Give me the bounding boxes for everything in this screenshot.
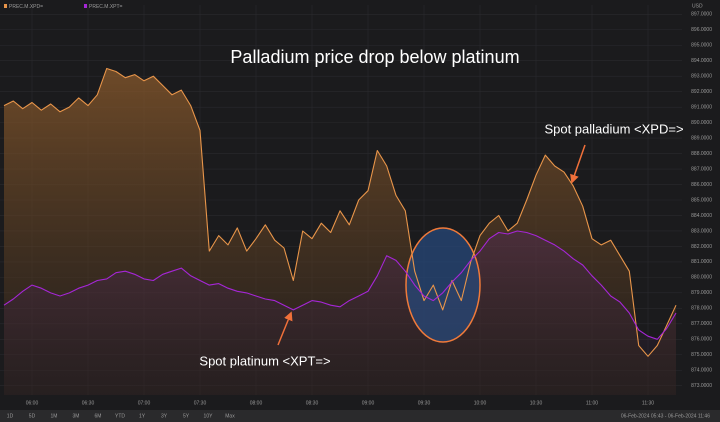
range-button[interactable]: 1D: [7, 413, 14, 419]
y-tick-label: 893.0000: [691, 74, 712, 80]
y-tick-label: 876.0000: [691, 337, 712, 343]
y-tick-label: 875.0000: [691, 352, 712, 358]
series-line: [3, 67, 677, 357]
y-tick-label: 886.0000: [691, 182, 712, 188]
annotation-arrow: [570, 144, 586, 184]
y-tick-label: 879.0000: [691, 290, 712, 296]
y-tick-label: 881.0000: [691, 259, 712, 265]
range-button[interactable]: Max: [225, 413, 235, 419]
x-tick-label: 09:00: [362, 400, 375, 406]
legend-swatch: [84, 4, 87, 8]
legend-label: PREC.M.XPT=: [89, 4, 123, 10]
area-fill: [4, 231, 676, 395]
y-tick-label: 895.0000: [691, 43, 712, 49]
range-button[interactable]: 3M: [73, 413, 80, 419]
x-tick-label: 10:00: [474, 400, 487, 406]
y-tick-label: 878.0000: [691, 306, 712, 312]
date-range: 06-Feb-2024 05:43 - 06-Feb-2024 11:46: [621, 413, 710, 419]
range-button[interactable]: 5Y: [183, 413, 190, 419]
x-tick-label: 11:00: [586, 400, 598, 406]
range-button[interactable]: 10Y: [204, 413, 214, 419]
range-button[interactable]: 5D: [29, 413, 36, 419]
x-tick-label: 06:30: [82, 400, 95, 406]
toolbar: [0, 410, 720, 422]
y-tick-label: 897.0000: [691, 12, 712, 18]
y-tick-label: 883.0000: [691, 228, 712, 234]
range-button[interactable]: 1Y: [139, 413, 146, 419]
range-button[interactable]: 6M: [95, 413, 102, 419]
highlight-ellipse: [405, 227, 481, 343]
y-tick-label: 889.0000: [691, 135, 712, 141]
x-tick-label: 06:00: [26, 400, 39, 406]
y-unit: USD: [692, 3, 703, 9]
x-tick-label: 08:00: [250, 400, 263, 406]
annotation-arrow: [277, 311, 293, 346]
x-tick-label: 07:30: [194, 400, 207, 406]
y-tick-label: 880.0000: [691, 275, 712, 281]
range-button[interactable]: 3Y: [161, 413, 168, 419]
x-tick-label: 09:30: [418, 400, 431, 406]
chart-title: Palladium price drop below platinum: [230, 47, 519, 67]
y-tick-label: 885.0000: [691, 197, 712, 203]
y-tick-label: 892.0000: [691, 89, 712, 95]
annotation: Spot platinum <XPT=>: [199, 353, 330, 368]
x-tick-label: 10:30: [530, 400, 543, 406]
y-tick-label: 874.0000: [691, 368, 712, 374]
y-tick-label: 873.0000: [691, 383, 712, 389]
y-tick-label: 894.0000: [691, 58, 712, 64]
y-tick-label: 888.0000: [691, 151, 712, 157]
y-tick-label: 884.0000: [691, 213, 712, 219]
y-tick-label: 877.0000: [691, 321, 712, 327]
x-tick-label: 07:00: [138, 400, 151, 406]
y-tick-label: 891.0000: [691, 104, 712, 110]
series-line: [3, 230, 677, 340]
legend-swatch: [4, 4, 7, 8]
annotation: Spot palladium <XPD=>: [544, 121, 683, 136]
x-tick-label: 08:30: [306, 400, 319, 406]
y-tick-label: 896.0000: [691, 27, 712, 33]
x-tick-label: 11:30: [642, 400, 654, 406]
range-button[interactable]: 1M: [51, 413, 58, 419]
y-tick-label: 890.0000: [691, 120, 712, 126]
legend-label: PREC.M.XPD=: [9, 4, 43, 10]
y-tick-label: 882.0000: [691, 244, 712, 250]
y-tick-label: 887.0000: [691, 166, 712, 172]
range-button[interactable]: YTD: [115, 413, 125, 419]
